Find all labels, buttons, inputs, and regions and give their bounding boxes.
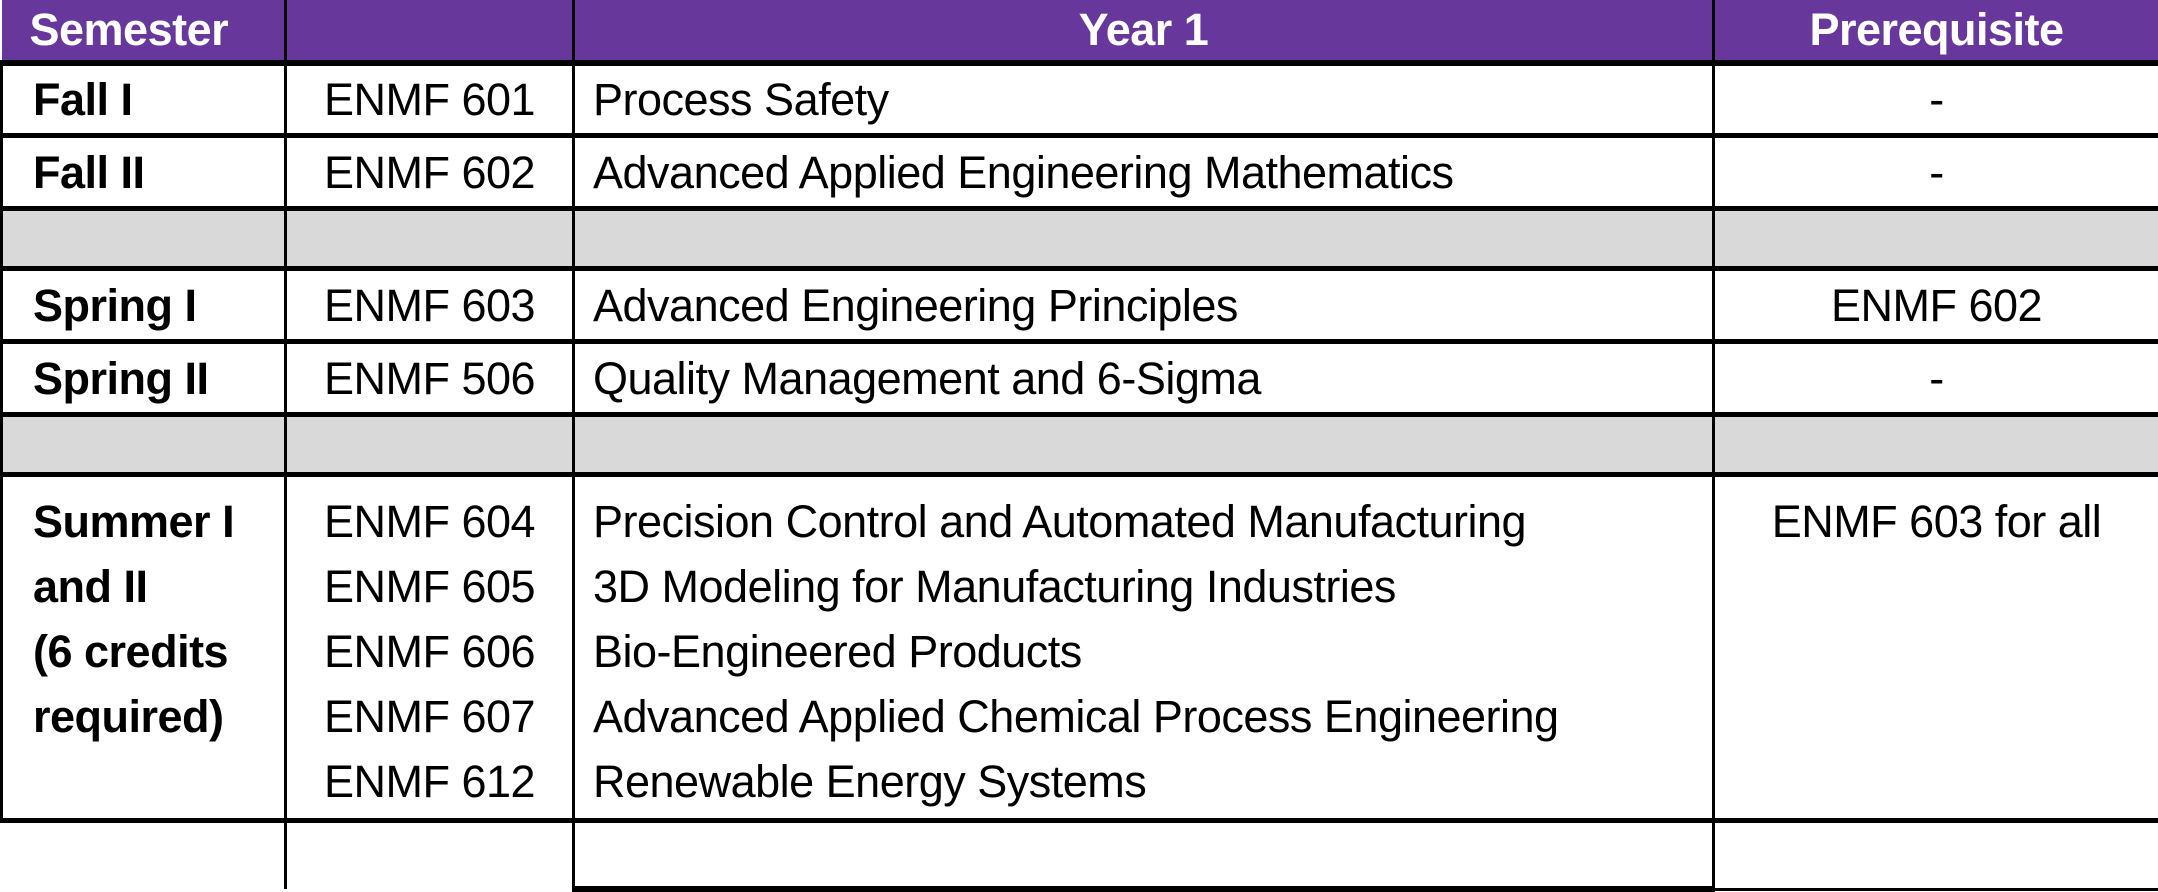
code-cell: ENMF 506 [284, 339, 575, 417]
course-cell-line: Advanced Engineering Principles [593, 279, 1238, 331]
header-semester: Semester [1, 0, 287, 66]
semester-cell-line: required) [33, 691, 224, 743]
prereq-cell-line: ENMF 602 [1830, 279, 2043, 331]
prereq-cell-line: - [1929, 146, 1944, 198]
header-year-1: Year 1 [572, 0, 1715, 66]
empty-bottom-row [1, 817, 2158, 892]
semester-cell: Spring II [0, 339, 287, 417]
prereq-cell-line: - [1929, 352, 1944, 404]
course-cell-line: Quality Management and 6-Sigma [593, 352, 1261, 404]
prereq-cell: - [1712, 133, 2158, 211]
course-cell-line: 3D Modeling for Manufacturing Industries [593, 561, 1396, 613]
semester-cell: Fall I [0, 60, 287, 139]
empty-prereq-cell [1712, 817, 2158, 891]
code-cell-line: ENMF 602 [323, 146, 536, 198]
empty-code-cell [284, 817, 575, 889]
spacer-code-cell [284, 411, 575, 478]
course-cell: Advanced Engineering Principles [572, 266, 1715, 345]
course-cell-line: Advanced Applied Chemical Process Engine… [593, 691, 1559, 743]
prereq-cell-line: - [1929, 74, 1944, 126]
prereq-cell: - [1712, 60, 2158, 139]
semester-cell: Spring I [0, 266, 287, 345]
table-body: Fall I ENMF 601 Process Safety - Fall II ENMF… [0, 60, 2158, 892]
course-row-0: Fall I ENMF 601 Process Safety - [0, 60, 2158, 139]
course-cell-line: Bio-Engineered Products [593, 626, 1082, 678]
semester-cell-line: Fall I [33, 74, 133, 126]
semester-cell-line: and II [33, 561, 148, 613]
spacer-course-cell [572, 205, 1715, 272]
prereq-cell-line: ENMF 603 for all [1771, 496, 2102, 548]
course-row-4: Spring II ENMF 506 Quality Management and … [0, 339, 2158, 417]
code-cell-line: ENMF 603 [323, 279, 536, 331]
semester-cell-line: Spring II [33, 352, 209, 404]
semester-cell-line: Summer I [33, 496, 235, 548]
spacer-prereq-cell [1712, 411, 2158, 478]
code-cell-line: ENMF 605 [323, 561, 536, 613]
empty-course-cell [572, 817, 1715, 892]
spacer-prereq-cell [1712, 205, 2158, 272]
prereq-cell: - [1712, 339, 2158, 417]
empty-semester-cell [1, 817, 287, 889]
code-cell: ENMF 601 [284, 60, 575, 139]
spacer-code-cell [284, 205, 575, 272]
code-cell: ENMF 604 ENMF 605 ENMF 606 ENMF 607 ENMF 612 [284, 472, 575, 823]
semester-cell-line: Spring I [33, 279, 197, 331]
course-cell-line: Advanced Applied Engineering Mathematics [593, 146, 1454, 198]
code-cell-line: ENMF 604 [323, 496, 536, 548]
semester-cell: Summer I and II (6 credits required) [0, 472, 287, 823]
spacer-semester-cell [0, 205, 287, 272]
course-cell-line: Renewable Energy Systems [593, 756, 1147, 808]
spacer-row [0, 205, 2158, 272]
header-prerequisite: Prerequisite [1712, 0, 2158, 66]
code-cell: ENMF 603 [284, 266, 575, 345]
prereq-cell: ENMF 602 [1712, 266, 2158, 345]
course-cell: Process Safety [572, 60, 1715, 139]
course-cell-line: Process Safety [593, 74, 889, 126]
code-cell-line: ENMF 612 [323, 756, 536, 808]
semester-cell-line: (6 credits [33, 626, 229, 678]
code-cell-line: ENMF 506 [323, 352, 536, 404]
header-code [284, 0, 575, 66]
table-header-row: Semester Year 1 Prerequisite [1, 0, 2158, 66]
course-cell: Quality Management and 6-Sigma [572, 339, 1715, 417]
course-row-3: Spring I ENMF 603 Advanced Engineering Pri… [0, 266, 2158, 345]
code-cell: ENMF 602 [284, 133, 575, 211]
course-row-1: Fall II ENMF 602 Advanced Applied Engineer… [0, 133, 2158, 211]
semester-cell-line: Fall II [33, 146, 145, 198]
code-cell-line: ENMF 606 [323, 626, 536, 678]
course-cell: Advanced Applied Engineering Mathematics [572, 133, 1715, 211]
code-cell-line: ENMF 601 [323, 74, 536, 126]
spacer-semester-cell [0, 411, 287, 478]
prereq-cell: ENMF 603 for all [1712, 472, 2158, 823]
code-cell-line: ENMF 607 [323, 691, 536, 743]
semester-cell: Fall II [0, 133, 287, 211]
course-row-6: Summer I and II (6 credits required) ENMF 60… [0, 472, 2158, 823]
spacer-course-cell [572, 411, 1715, 478]
course-cell: Precision Control and Automated Manufact… [572, 472, 1715, 823]
course-cell-line: Precision Control and Automated Manufact… [593, 496, 1527, 548]
spacer-row [0, 411, 2158, 478]
